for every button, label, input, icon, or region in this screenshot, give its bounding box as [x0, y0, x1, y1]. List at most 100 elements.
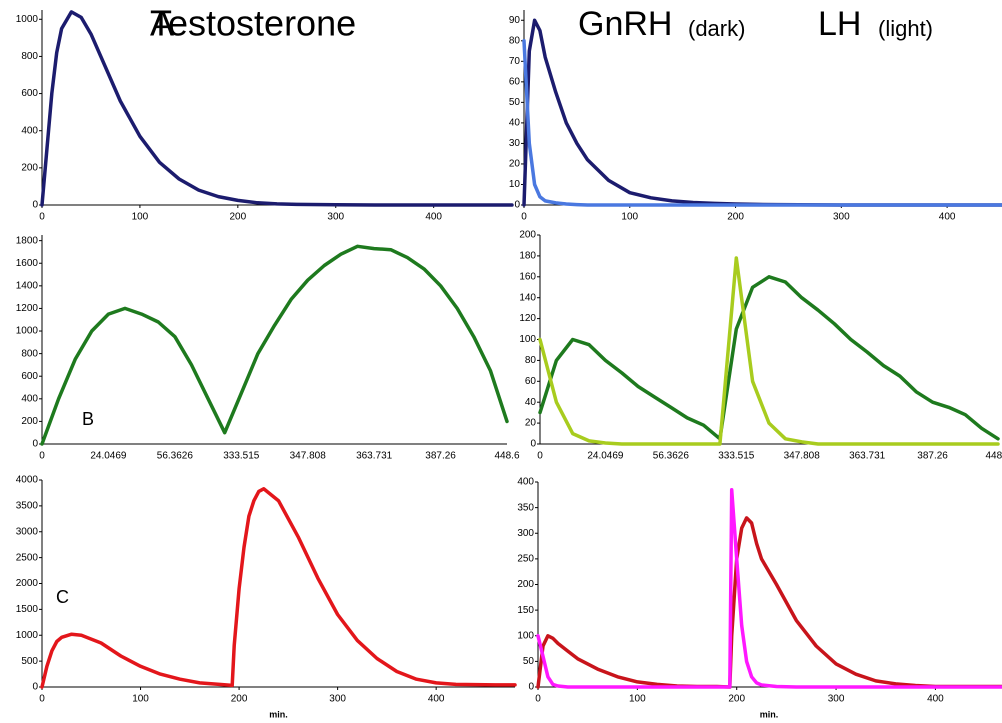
x-axis-label: min.: [269, 709, 288, 719]
y-tick-label: 90: [509, 15, 521, 26]
y-tick-label: 80: [509, 35, 521, 46]
data-line: [522, 18, 1002, 207]
y-tick-label: 200: [21, 416, 38, 427]
y-tick-label: 0: [32, 200, 38, 211]
y-tick-label: 100: [519, 334, 536, 345]
x-tick-label: 347.808: [784, 451, 821, 462]
x-tick-label: 300: [828, 694, 845, 705]
y-tick-label: 200: [21, 162, 38, 173]
y-tick-label: 300: [517, 528, 534, 539]
y-tick-label: 800: [21, 348, 38, 359]
annotation: (dark): [688, 16, 745, 41]
x-tick-label: 300: [833, 212, 850, 223]
y-tick-label: 0: [32, 439, 38, 450]
y-tick-label: 140: [519, 292, 536, 303]
x-tick-label: 0: [39, 694, 45, 705]
x-tick-label: 100: [132, 212, 149, 223]
y-tick-label: 250: [517, 554, 534, 565]
annotation: GnRH: [578, 5, 672, 43]
data-line: [40, 10, 514, 207]
y-tick-label: 600: [21, 371, 38, 382]
y-tick-label: 3000: [16, 526, 39, 537]
y-tick-label: 2500: [16, 552, 39, 563]
y-tick-label: 0: [32, 682, 38, 693]
y-tick-label: 600: [21, 88, 38, 99]
annotation: A: [150, 3, 174, 44]
y-tick-label: 0: [530, 439, 536, 450]
y-tick-label: 1600: [16, 258, 39, 269]
x-tick-label: 100: [621, 212, 638, 223]
y-tick-label: 10: [509, 179, 521, 190]
annotation: LH: [818, 5, 861, 43]
data-line: [536, 516, 1002, 689]
x-tick-label: 200: [229, 212, 246, 223]
y-tick-label: 120: [519, 313, 536, 324]
data-line: [40, 487, 517, 689]
y-tick-label: 160: [519, 271, 536, 282]
data-line: [522, 39, 1002, 207]
y-tick-label: 180: [519, 251, 536, 262]
x-tick-label: 56.3626: [653, 451, 690, 462]
y-tick-label: 800: [21, 51, 38, 62]
x-tick-label: 448.6: [494, 451, 519, 462]
y-tick-label: 60: [525, 376, 537, 387]
data-line: [536, 487, 1002, 689]
y-tick-label: 100: [517, 630, 534, 641]
data-line: [40, 244, 509, 446]
y-tick-label: 400: [21, 393, 38, 404]
y-tick-label: 40: [525, 397, 537, 408]
x-tick-label: 347.808: [290, 451, 327, 462]
chart-title: Testosterone: [150, 3, 356, 44]
x-tick-label: 0: [39, 212, 45, 223]
y-tick-label: 200: [519, 230, 536, 241]
x-tick-label: 56.3626: [157, 451, 194, 462]
y-tick-label: 50: [523, 656, 535, 667]
y-tick-label: 1200: [16, 303, 39, 314]
x-axis-label: min.: [760, 709, 779, 719]
y-tick-label: 1400: [16, 280, 39, 291]
y-tick-label: 1000: [16, 326, 39, 337]
x-tick-label: 200: [727, 212, 744, 223]
y-tick-label: 20: [509, 159, 521, 170]
x-tick-label: 0: [39, 451, 45, 462]
annotation: B: [82, 409, 94, 429]
x-tick-label: 200: [231, 694, 248, 705]
x-tick-label: 0: [535, 694, 541, 705]
y-tick-label: 1000: [16, 14, 39, 25]
y-tick-label: 3500: [16, 501, 39, 512]
y-tick-label: 0: [528, 682, 534, 693]
x-tick-label: 100: [629, 694, 646, 705]
x-tick-label: 363.731: [849, 451, 886, 462]
y-tick-label: 0: [514, 200, 520, 211]
data-line: [538, 256, 1000, 446]
y-tick-label: 150: [517, 605, 534, 616]
y-tick-label: 200: [517, 579, 534, 590]
x-tick-label: 24.0469: [90, 451, 127, 462]
y-tick-label: 400: [517, 477, 534, 488]
x-tick-label: 100: [132, 694, 149, 705]
annotation: (light): [878, 16, 933, 41]
x-tick-label: 400: [425, 212, 442, 223]
x-tick-label: 333.515: [223, 451, 260, 462]
annotation: C: [56, 587, 69, 607]
y-tick-label: 2000: [16, 578, 39, 589]
y-tick-label: 50: [509, 97, 521, 108]
x-tick-label: 333.515: [718, 451, 755, 462]
y-tick-label: 350: [517, 502, 534, 513]
y-tick-label: 80: [525, 355, 537, 366]
x-tick-label: 448.6: [985, 451, 1002, 462]
y-tick-label: 4000: [16, 475, 39, 486]
x-tick-label: 387.26: [917, 451, 948, 462]
x-tick-label: 387.26: [425, 451, 456, 462]
y-tick-label: 1800: [16, 235, 39, 246]
x-tick-label: 400: [428, 694, 445, 705]
y-tick-label: 1500: [16, 604, 39, 615]
y-tick-label: 60: [509, 76, 521, 87]
x-tick-label: 400: [939, 212, 956, 223]
x-tick-label: 363.731: [356, 451, 393, 462]
y-tick-label: 30: [509, 138, 521, 149]
x-tick-label: 400: [927, 694, 944, 705]
y-tick-label: 1000: [16, 630, 39, 641]
x-tick-label: 24.0469: [587, 451, 624, 462]
y-tick-label: 500: [21, 656, 38, 667]
